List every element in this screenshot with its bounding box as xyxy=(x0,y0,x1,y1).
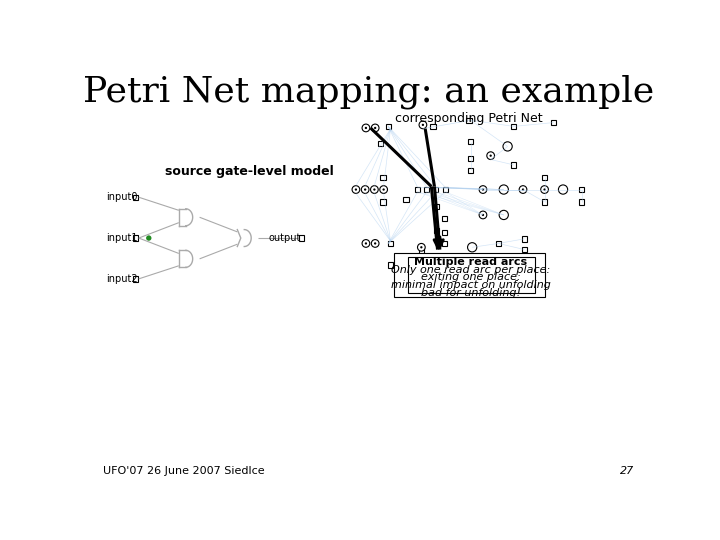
Bar xyxy=(388,262,393,268)
Bar xyxy=(434,228,439,233)
Bar xyxy=(542,174,547,180)
Text: source gate-level model: source gate-level model xyxy=(165,165,333,178)
Text: input2: input2 xyxy=(106,274,138,284)
Bar xyxy=(511,162,516,167)
Circle shape xyxy=(482,188,484,191)
Circle shape xyxy=(541,186,549,193)
Bar xyxy=(395,253,544,298)
Circle shape xyxy=(503,142,512,151)
Circle shape xyxy=(364,188,366,191)
Text: Petri Net mapping: an example: Petri Net mapping: an example xyxy=(84,75,654,109)
Circle shape xyxy=(146,235,151,241)
Bar xyxy=(433,187,438,192)
Circle shape xyxy=(382,188,384,191)
Text: input0: input0 xyxy=(106,192,137,202)
Bar xyxy=(388,241,393,246)
Circle shape xyxy=(374,127,377,129)
Circle shape xyxy=(418,244,426,251)
Bar xyxy=(551,120,557,125)
Circle shape xyxy=(499,185,508,194)
Bar xyxy=(522,247,527,252)
Text: 27: 27 xyxy=(621,467,634,476)
Bar xyxy=(495,241,501,246)
Text: Multiple read arcs: Multiple read arcs xyxy=(414,257,527,267)
Bar xyxy=(403,197,409,202)
Circle shape xyxy=(479,211,487,219)
Bar xyxy=(442,230,447,235)
Bar xyxy=(511,124,516,129)
Circle shape xyxy=(467,242,477,252)
Circle shape xyxy=(544,188,546,191)
Circle shape xyxy=(559,185,567,194)
Bar xyxy=(442,216,447,221)
Text: output: output xyxy=(269,233,301,243)
Bar xyxy=(418,248,424,254)
Circle shape xyxy=(362,124,370,132)
Circle shape xyxy=(352,186,360,193)
Bar xyxy=(418,265,424,270)
Bar xyxy=(468,156,473,161)
Circle shape xyxy=(371,186,378,193)
Bar xyxy=(579,187,584,192)
Circle shape xyxy=(372,240,379,247)
Bar xyxy=(380,174,385,180)
Circle shape xyxy=(420,246,423,248)
Bar xyxy=(468,139,473,145)
Circle shape xyxy=(479,186,487,193)
Circle shape xyxy=(499,210,508,220)
Circle shape xyxy=(490,154,492,157)
Bar xyxy=(579,199,584,205)
Circle shape xyxy=(374,242,377,245)
Circle shape xyxy=(355,188,357,191)
Bar xyxy=(434,204,439,209)
Text: corresponding Petri Net: corresponding Petri Net xyxy=(395,112,543,125)
Bar xyxy=(468,167,473,173)
Text: Only one read arc per place:: Only one read arc per place: xyxy=(391,265,550,275)
Bar xyxy=(522,272,527,277)
Text: minimal impact on unfolding: minimal impact on unfolding xyxy=(391,280,551,290)
Circle shape xyxy=(361,186,369,193)
Circle shape xyxy=(365,127,367,129)
Circle shape xyxy=(372,124,379,132)
Bar xyxy=(542,199,547,205)
Bar xyxy=(380,199,385,205)
Circle shape xyxy=(522,188,524,191)
Bar xyxy=(299,235,304,241)
Circle shape xyxy=(482,214,484,216)
Circle shape xyxy=(422,124,424,126)
Text: UFO'07 26 June 2007 Siedlce: UFO'07 26 June 2007 Siedlce xyxy=(104,467,265,476)
Bar xyxy=(378,140,383,146)
Circle shape xyxy=(487,152,495,159)
Circle shape xyxy=(373,188,376,191)
Bar xyxy=(467,118,472,123)
Circle shape xyxy=(379,186,387,193)
Bar xyxy=(133,276,138,281)
Circle shape xyxy=(419,121,427,129)
Bar xyxy=(431,124,436,129)
Bar xyxy=(133,235,138,241)
Bar xyxy=(408,256,534,294)
Circle shape xyxy=(519,186,527,193)
Bar xyxy=(425,187,429,192)
Circle shape xyxy=(362,240,370,247)
Circle shape xyxy=(365,242,367,245)
Bar xyxy=(385,124,391,129)
Bar xyxy=(522,236,527,241)
Bar xyxy=(443,187,448,192)
Text: input1: input1 xyxy=(106,233,137,243)
Bar xyxy=(442,241,447,246)
Text: bad for unfolding!: bad for unfolding! xyxy=(420,288,521,298)
Bar xyxy=(522,260,527,265)
Text: exiting one place:: exiting one place: xyxy=(420,272,521,282)
Bar xyxy=(415,187,420,192)
Bar xyxy=(133,194,138,200)
